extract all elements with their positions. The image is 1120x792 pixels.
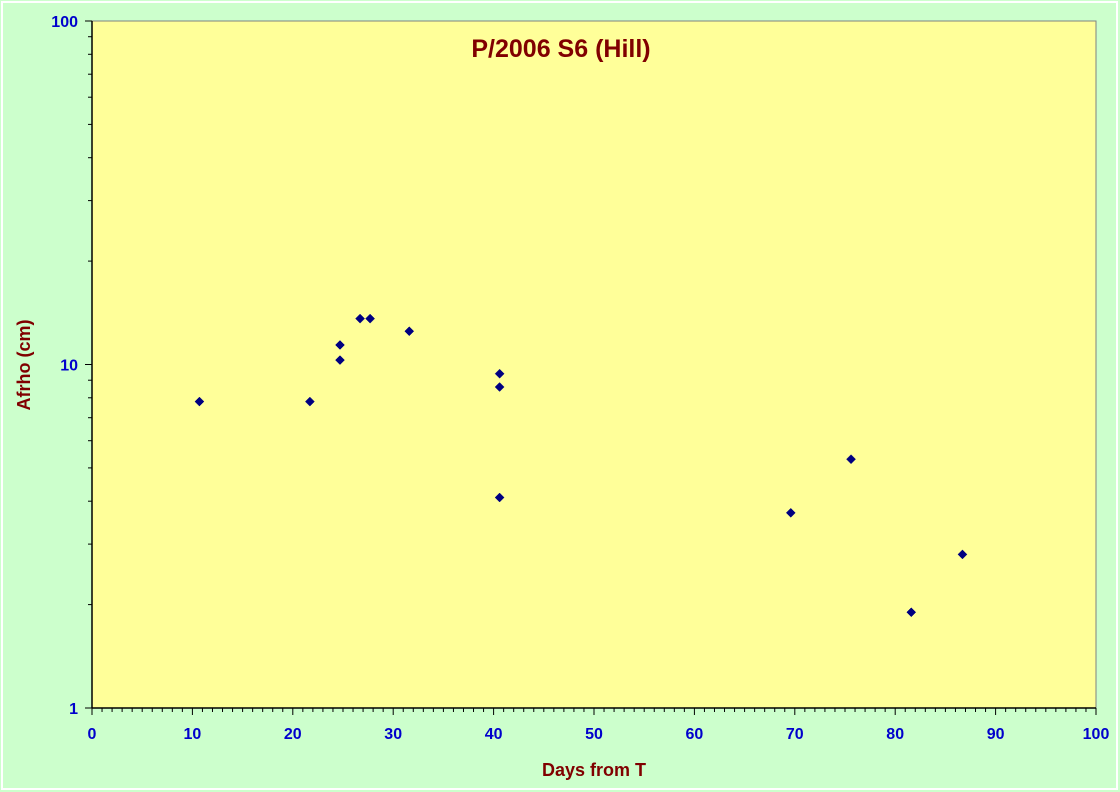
x-tick-label: 10 xyxy=(184,726,202,743)
x-tick-label: 60 xyxy=(686,726,704,743)
x-tick-label: 70 xyxy=(786,726,804,743)
x-tick-label: 90 xyxy=(987,726,1005,743)
data-point xyxy=(355,313,365,324)
data-point xyxy=(494,492,505,503)
data-point xyxy=(494,382,505,392)
data-point xyxy=(785,507,796,518)
x-tick-label: 40 xyxy=(485,726,503,743)
data-point xyxy=(846,454,856,465)
y-tick-label: 100 xyxy=(51,14,78,31)
data-point xyxy=(404,326,415,337)
chart-title: P/2006 S6 (Hill) xyxy=(471,35,650,63)
y-tick-label: 10 xyxy=(60,358,78,375)
data-point xyxy=(365,313,375,324)
data-point xyxy=(305,396,315,407)
data-point xyxy=(335,355,345,365)
data-point xyxy=(957,549,968,560)
y-axis-label: Afrho (cm) xyxy=(14,320,34,411)
x-axis-label: Days from T xyxy=(542,760,646,780)
x-tick-label: 80 xyxy=(886,726,904,743)
x-tick-label: 0 xyxy=(88,726,97,743)
data-point xyxy=(906,607,917,618)
data-point xyxy=(194,396,205,407)
plot-area xyxy=(91,20,1097,709)
x-tick-label: 20 xyxy=(284,726,302,743)
data-point xyxy=(494,368,505,379)
x-tick-label: 30 xyxy=(384,726,402,743)
x-tick-label: 100 xyxy=(1083,726,1110,743)
y-tick-label: 1 xyxy=(69,701,78,718)
x-tick-label: 50 xyxy=(585,726,603,743)
data-points xyxy=(194,313,968,618)
data-point xyxy=(335,340,345,350)
